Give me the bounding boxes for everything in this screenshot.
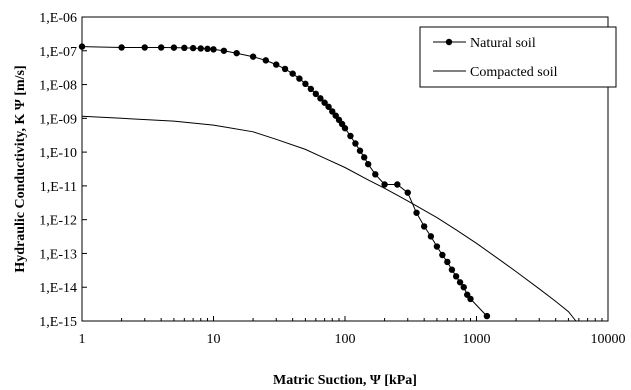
y-axis-title: Hydraulic Conductivity, K Ψ [m/s]: [13, 65, 28, 272]
data-point-natural-soil: [341, 125, 349, 132]
y-tick-label: 1,E-10: [39, 146, 77, 161]
data-point-natural-soil: [296, 75, 303, 82]
data-point-natural-soil: [452, 273, 460, 280]
data-point-natural-soil: [456, 279, 464, 286]
y-tick-label: 1,E-07: [39, 45, 77, 60]
data-point-natural-soil: [289, 70, 296, 77]
y-tick-label: 1,E-11: [40, 180, 77, 195]
y-tick-label: 1,E-13: [39, 247, 77, 262]
data-point-natural-soil: [273, 61, 280, 68]
y-tick-label: 1,E-09: [39, 112, 77, 127]
series-line-compacted-soil: [81, 115, 577, 322]
y-tick-label: 1,E-06: [39, 11, 77, 26]
y-axis-ticks: 1,E-15 1,E-14 1,E-13 1,E-12 1,E-11 1,E-10 1,E-…: [39, 11, 87, 330]
legend-box: [419, 26, 617, 88]
data-point-natural-soil: [444, 258, 451, 266]
data-point-natural-soil: [433, 243, 441, 250]
y-tick-label: 1,E-12: [39, 214, 77, 229]
series-layer: [78, 43, 577, 322]
data-point-natural-soil: [347, 132, 354, 140]
data-point-natural-soil: [381, 181, 388, 188]
data-point-natural-soil: [210, 46, 217, 53]
data-point-natural-soil: [157, 44, 165, 51]
data-point-natural-soil: [181, 44, 188, 52]
data-point-natural-soil: [262, 57, 270, 64]
data-point-natural-soil: [460, 284, 467, 291]
data-point-natural-soil: [307, 85, 315, 93]
legend-label-compacted-soil: Compacted soil: [470, 65, 558, 80]
data-point-natural-soil: [118, 44, 125, 51]
data-point-natural-soil: [329, 108, 336, 115]
data-point-natural-soil: [302, 80, 309, 88]
y-tick-label: 1,E-15: [39, 315, 77, 330]
data-point-natural-soil: [312, 90, 320, 98]
x-tick-label: 1000: [463, 332, 491, 347]
legend-label-natural-soil: Natural soil: [470, 36, 536, 51]
legend: Natural soil Compacted soil: [419, 26, 617, 88]
x-tick-label: 10: [207, 332, 221, 347]
x-tick-label: 100: [335, 332, 356, 347]
data-point-natural-soil: [372, 171, 379, 178]
legend-marker-natural-soil: [445, 38, 453, 46]
data-point-natural-soil: [281, 65, 289, 73]
data-point-natural-soil: [356, 147, 364, 154]
y-tick-label: 1,E-08: [39, 79, 77, 94]
data-point-natural-soil: [394, 181, 401, 188]
data-point-natural-soil: [413, 209, 420, 216]
data-point-natural-soil: [361, 154, 368, 161]
data-point-natural-soil: [321, 99, 328, 106]
data-point-natural-soil: [448, 266, 456, 273]
data-point-natural-soil: [483, 312, 491, 320]
plot-frame: [81, 16, 609, 322]
data-point-natural-soil: [197, 45, 204, 52]
data-point-natural-soil: [467, 295, 474, 303]
data-point-natural-soil: [427, 233, 435, 240]
data-point-natural-soil: [249, 53, 257, 60]
data-point-natural-soil: [317, 95, 324, 102]
x-axis-title: Matric Suction, Ψ [kPa]: [273, 373, 417, 388]
data-point-natural-soil: [220, 47, 228, 54]
y-tick-label: 1,E-14: [39, 281, 77, 296]
data-point-natural-soil: [325, 103, 332, 110]
x-tick-label: 10000: [591, 332, 626, 347]
data-point-natural-soil: [141, 44, 148, 51]
data-point-natural-soil: [404, 189, 411, 196]
data-point-natural-soil: [233, 49, 240, 57]
data-point-natural-soil: [189, 44, 197, 52]
data-point-natural-soil: [439, 251, 446, 259]
x-tick-label: 1: [79, 332, 86, 347]
data-point-natural-soil: [364, 160, 372, 168]
data-point-natural-soil: [420, 223, 428, 230]
data-point-natural-soil: [170, 44, 178, 51]
data-point-natural-soil: [352, 140, 359, 147]
data-point-natural-soil: [204, 45, 211, 53]
